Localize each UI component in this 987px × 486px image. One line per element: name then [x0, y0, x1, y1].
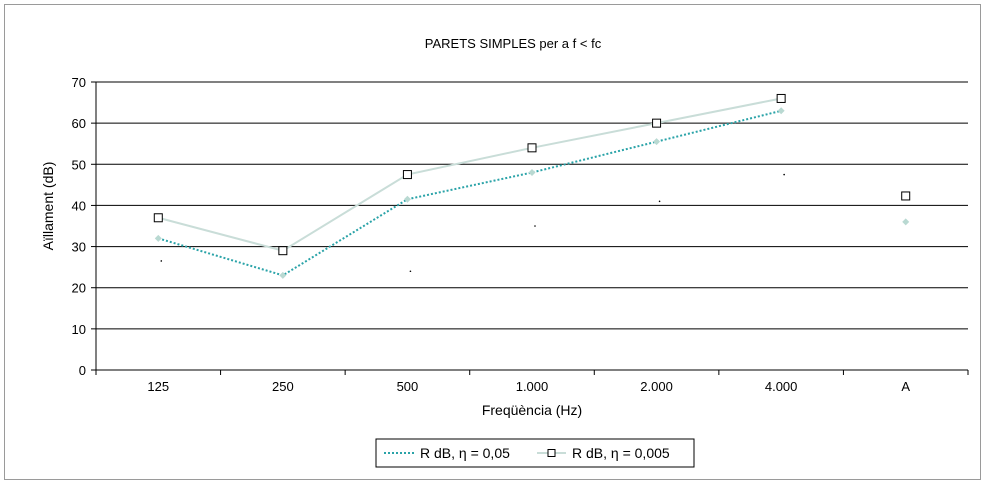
- y-tick-label: 0: [79, 363, 86, 378]
- series-0-line: [158, 109, 782, 277]
- y-tick-label: 30: [72, 240, 86, 255]
- chart-title: PARETS SIMPLES per a f < fc: [425, 36, 602, 51]
- x-tick-label: 250: [272, 379, 294, 394]
- x-tick-label: 2.000: [640, 379, 673, 394]
- stray-point: [783, 173, 785, 176]
- y-tick-label: 40: [72, 198, 86, 213]
- series-0-point: [902, 218, 910, 226]
- legend-box: [375, 438, 695, 468]
- series-0-point: [279, 271, 287, 279]
- x-tick-label: 1.000: [516, 379, 549, 394]
- x-axis-label: Freqüència (Hz): [482, 402, 582, 418]
- legend-label-series-1: R dB, η = 0,005: [572, 445, 670, 461]
- stray-point: [534, 225, 536, 227]
- series-0-point: [528, 169, 536, 177]
- legend: R dB, η = 0,05 R dB, η = 0,005: [375, 438, 695, 468]
- chart-frame: [4, 4, 981, 480]
- y-tick-label: 70: [72, 75, 86, 90]
- series-0-point: [403, 195, 411, 203]
- stray-point: [160, 260, 163, 262]
- series-1-line: [158, 97, 782, 252]
- y-axis-ticks: 0 10 20 30 40 50 60 70: [72, 75, 96, 378]
- y-tick-label: 60: [72, 116, 86, 131]
- x-tick-label: 4.000: [765, 379, 798, 394]
- x-tick-label: 125: [147, 379, 169, 394]
- y-tick-label: 20: [72, 281, 86, 296]
- series-layer: [153, 93, 911, 279]
- x-tick-label: 500: [397, 379, 419, 394]
- series-1-point: [652, 118, 662, 128]
- series-1-point: [901, 191, 911, 201]
- x-tick-label: A: [901, 379, 910, 394]
- series-1-point: [153, 213, 163, 223]
- stray-point: [409, 270, 412, 273]
- legend-label-series-0: R dB, η = 0,05: [420, 445, 510, 461]
- y-tick-label: 50: [72, 157, 86, 172]
- grid-lines: [95, 81, 968, 371]
- y-axis-label: Aïllament (dB): [40, 162, 56, 251]
- legend-marker-series-1: [547, 449, 556, 457]
- series-1-point: [402, 170, 412, 180]
- y-tick-label: 10: [72, 322, 86, 337]
- series-0-point: [653, 138, 661, 146]
- series-1-point: [776, 93, 786, 103]
- series-0-point: [154, 234, 162, 242]
- x-axis-ticks: 125 250 500 1.000 2.000 4.000 A: [95, 370, 969, 394]
- series-1-point: [278, 246, 288, 256]
- stray-point: [658, 200, 661, 203]
- series-1-point: [527, 143, 537, 153]
- series-0-point: [777, 107, 785, 115]
